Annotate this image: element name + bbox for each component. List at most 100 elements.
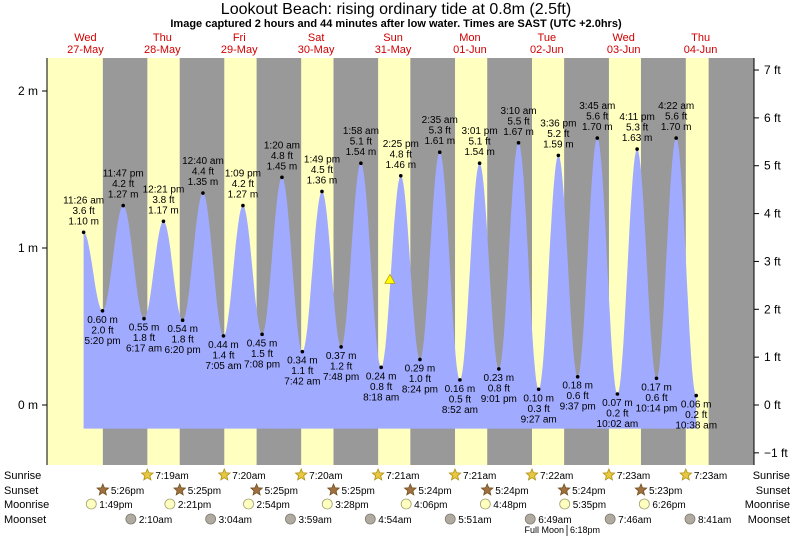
tide-label-line: 7:05 am bbox=[205, 361, 241, 372]
tide-point bbox=[477, 161, 482, 166]
moonset-icon bbox=[684, 513, 696, 525]
moonset-icon bbox=[205, 513, 217, 525]
high-tide-label: 3:01 pm5.1 ft1.54 m bbox=[462, 126, 498, 166]
moonset-time: 2:10am bbox=[139, 515, 172, 526]
sunset-time: 5:25pm bbox=[188, 486, 221, 497]
sunset-event: 5:25pm bbox=[326, 482, 375, 497]
tide-label-line: 3:45 am bbox=[579, 101, 615, 112]
moonset-time: 7:46am bbox=[618, 515, 651, 526]
sunrise-event: 7:20am bbox=[294, 467, 343, 482]
sunrise-time: 7:21am bbox=[463, 471, 496, 482]
tide-label-line: 1.54 m bbox=[346, 147, 377, 158]
tide-label-line: 1:49 pm bbox=[304, 154, 340, 165]
moonset-time: 8:41am bbox=[698, 515, 731, 526]
tide-label-line: 5.1 ft bbox=[350, 137, 372, 148]
tide-label-line: 4.4 ft bbox=[192, 167, 214, 178]
high-tide-label: 3:36 pm5.2 ft1.59 m bbox=[540, 118, 576, 158]
tide-label-line: 12:21 pm bbox=[143, 184, 185, 195]
day-name: Fri bbox=[233, 32, 246, 44]
day-date: 28-May bbox=[144, 44, 181, 56]
tide-point bbox=[536, 387, 541, 392]
sunset-icon bbox=[480, 482, 494, 496]
day-name: Wed bbox=[74, 32, 96, 44]
tide-point bbox=[418, 357, 422, 362]
high-tide-label: 12:40 am4.4 ft1.35 m bbox=[182, 156, 224, 195]
low-tide-label: 0.37 m1.2 ft7:48 pm bbox=[323, 345, 359, 383]
tide-label-line: 10:38 am bbox=[675, 421, 717, 432]
tide-label-line: 1.8 ft bbox=[172, 335, 194, 346]
moonset-time: 3:59am bbox=[298, 515, 331, 526]
tide-label-line: 9:27 am bbox=[521, 414, 557, 425]
tide-point bbox=[260, 332, 264, 337]
tide-label-line: 5.3 ft bbox=[626, 123, 648, 134]
tide-label-line: 1.10 m bbox=[68, 216, 99, 227]
chart-subtitle: Image captured 2 hours and 44 minutes af… bbox=[170, 18, 622, 30]
tide-label-line: 8:52 am bbox=[442, 405, 478, 416]
high-tide-label: 4:11 pm5.3 ft1.63 m bbox=[619, 112, 655, 151]
day-labels: Wed27-MayThu28-MayFri29-MaySat30-MaySun3… bbox=[67, 32, 717, 56]
right-axis-tick-label: 1 ft bbox=[764, 350, 781, 364]
tide-label-line: 1.0 ft bbox=[409, 374, 431, 385]
tide-point bbox=[121, 203, 125, 208]
tide-label-line: 1.8 ft bbox=[133, 333, 155, 344]
high-tide-label: 3:45 am5.6 ft1.70 m bbox=[579, 101, 615, 140]
tide-label-line: 0.18 m bbox=[562, 381, 593, 392]
sunrise-event: 7:23am bbox=[602, 467, 650, 482]
tide-label-line: 11:26 am bbox=[63, 195, 104, 206]
tide-point bbox=[497, 367, 501, 371]
tide-label-line: 12:40 am bbox=[182, 156, 224, 167]
high-tide-label: 4:22 am5.6 ft1.70 m bbox=[658, 101, 694, 140]
day-name: Tue bbox=[538, 32, 557, 44]
tide-label-line: 5.6 ft bbox=[665, 112, 687, 123]
tide-point bbox=[201, 191, 205, 195]
moonrise-icon bbox=[243, 498, 254, 510]
tide-label-line: 1.27 m bbox=[228, 190, 259, 201]
moonrise-icon bbox=[559, 498, 571, 510]
moonset-icon bbox=[125, 513, 137, 525]
tide-label-line: 5.6 ft bbox=[586, 112, 608, 123]
moonrise-icon bbox=[479, 498, 491, 510]
tide-point bbox=[635, 147, 639, 151]
sunrise-icon bbox=[525, 467, 539, 481]
moonset-time: 3:04am bbox=[219, 515, 252, 526]
tide-label-line: 3:10 am bbox=[500, 106, 536, 117]
tide-label-line: 1.70 m bbox=[582, 122, 613, 133]
tide-label-line: 1.2 ft bbox=[330, 361, 352, 372]
tide-point bbox=[339, 345, 343, 349]
sunset-event: 5:23pm bbox=[634, 482, 682, 497]
full-moon-time: 6:18pm bbox=[570, 525, 600, 535]
tide-point bbox=[100, 309, 105, 313]
tide-point bbox=[161, 219, 166, 224]
axes: 0 m 1 m 2 m −1 ft 0 ft 1 ft 2 ft 3 ft 4 ft 5 ft 6 … bbox=[18, 58, 788, 465]
tide-label-line: 1:09 pm bbox=[225, 169, 261, 180]
right-axis-tick-label: 4 ft bbox=[764, 207, 781, 221]
day-name: Mon bbox=[459, 32, 480, 44]
tide-labels: 11:26 am3.6 ft1.10 m 0.60 m2.0 ft5:20 pm 1… bbox=[63, 101, 717, 431]
sunset-event: 5:25pm bbox=[249, 482, 298, 497]
high-tide-label: 3:10 am5.5 ft1.67 m bbox=[500, 106, 537, 145]
low-tide-label: 0.24 m0.8 ft8:18 am bbox=[363, 365, 399, 403]
tide-label-line: 5.2 ft bbox=[547, 129, 569, 140]
tide-label-line: 3:01 pm bbox=[462, 126, 498, 137]
tide-point bbox=[320, 189, 324, 194]
tide-label-line: 6:17 am bbox=[126, 344, 162, 355]
moonset-event: 8:41am bbox=[684, 513, 731, 526]
tide-label-line: 0.29 m bbox=[405, 363, 436, 374]
sunrise-event: 7:21am bbox=[448, 467, 496, 482]
sunrise-event: 7:21am bbox=[371, 467, 419, 482]
sunrise-time: 7:23am bbox=[617, 471, 650, 482]
moonrise-icon bbox=[321, 498, 333, 510]
tide-label-line: 3:36 pm bbox=[540, 118, 576, 129]
tide-point bbox=[379, 365, 383, 370]
day-name: Thu bbox=[153, 32, 172, 44]
day-name: Sat bbox=[308, 32, 325, 44]
low-tide-label: 0.29 m1.0 ft8:24 pm bbox=[402, 357, 438, 395]
moonrise-icon bbox=[85, 498, 97, 510]
sunrise-time: 7:19am bbox=[155, 471, 188, 482]
sunset-time: 5:24pm bbox=[418, 486, 451, 497]
tide-point bbox=[674, 136, 678, 140]
moonrise-time: 5:35pm bbox=[573, 500, 606, 511]
tide-label-line: 0.24 m bbox=[366, 371, 397, 382]
tide-label-line: 0.44 m bbox=[208, 340, 239, 351]
